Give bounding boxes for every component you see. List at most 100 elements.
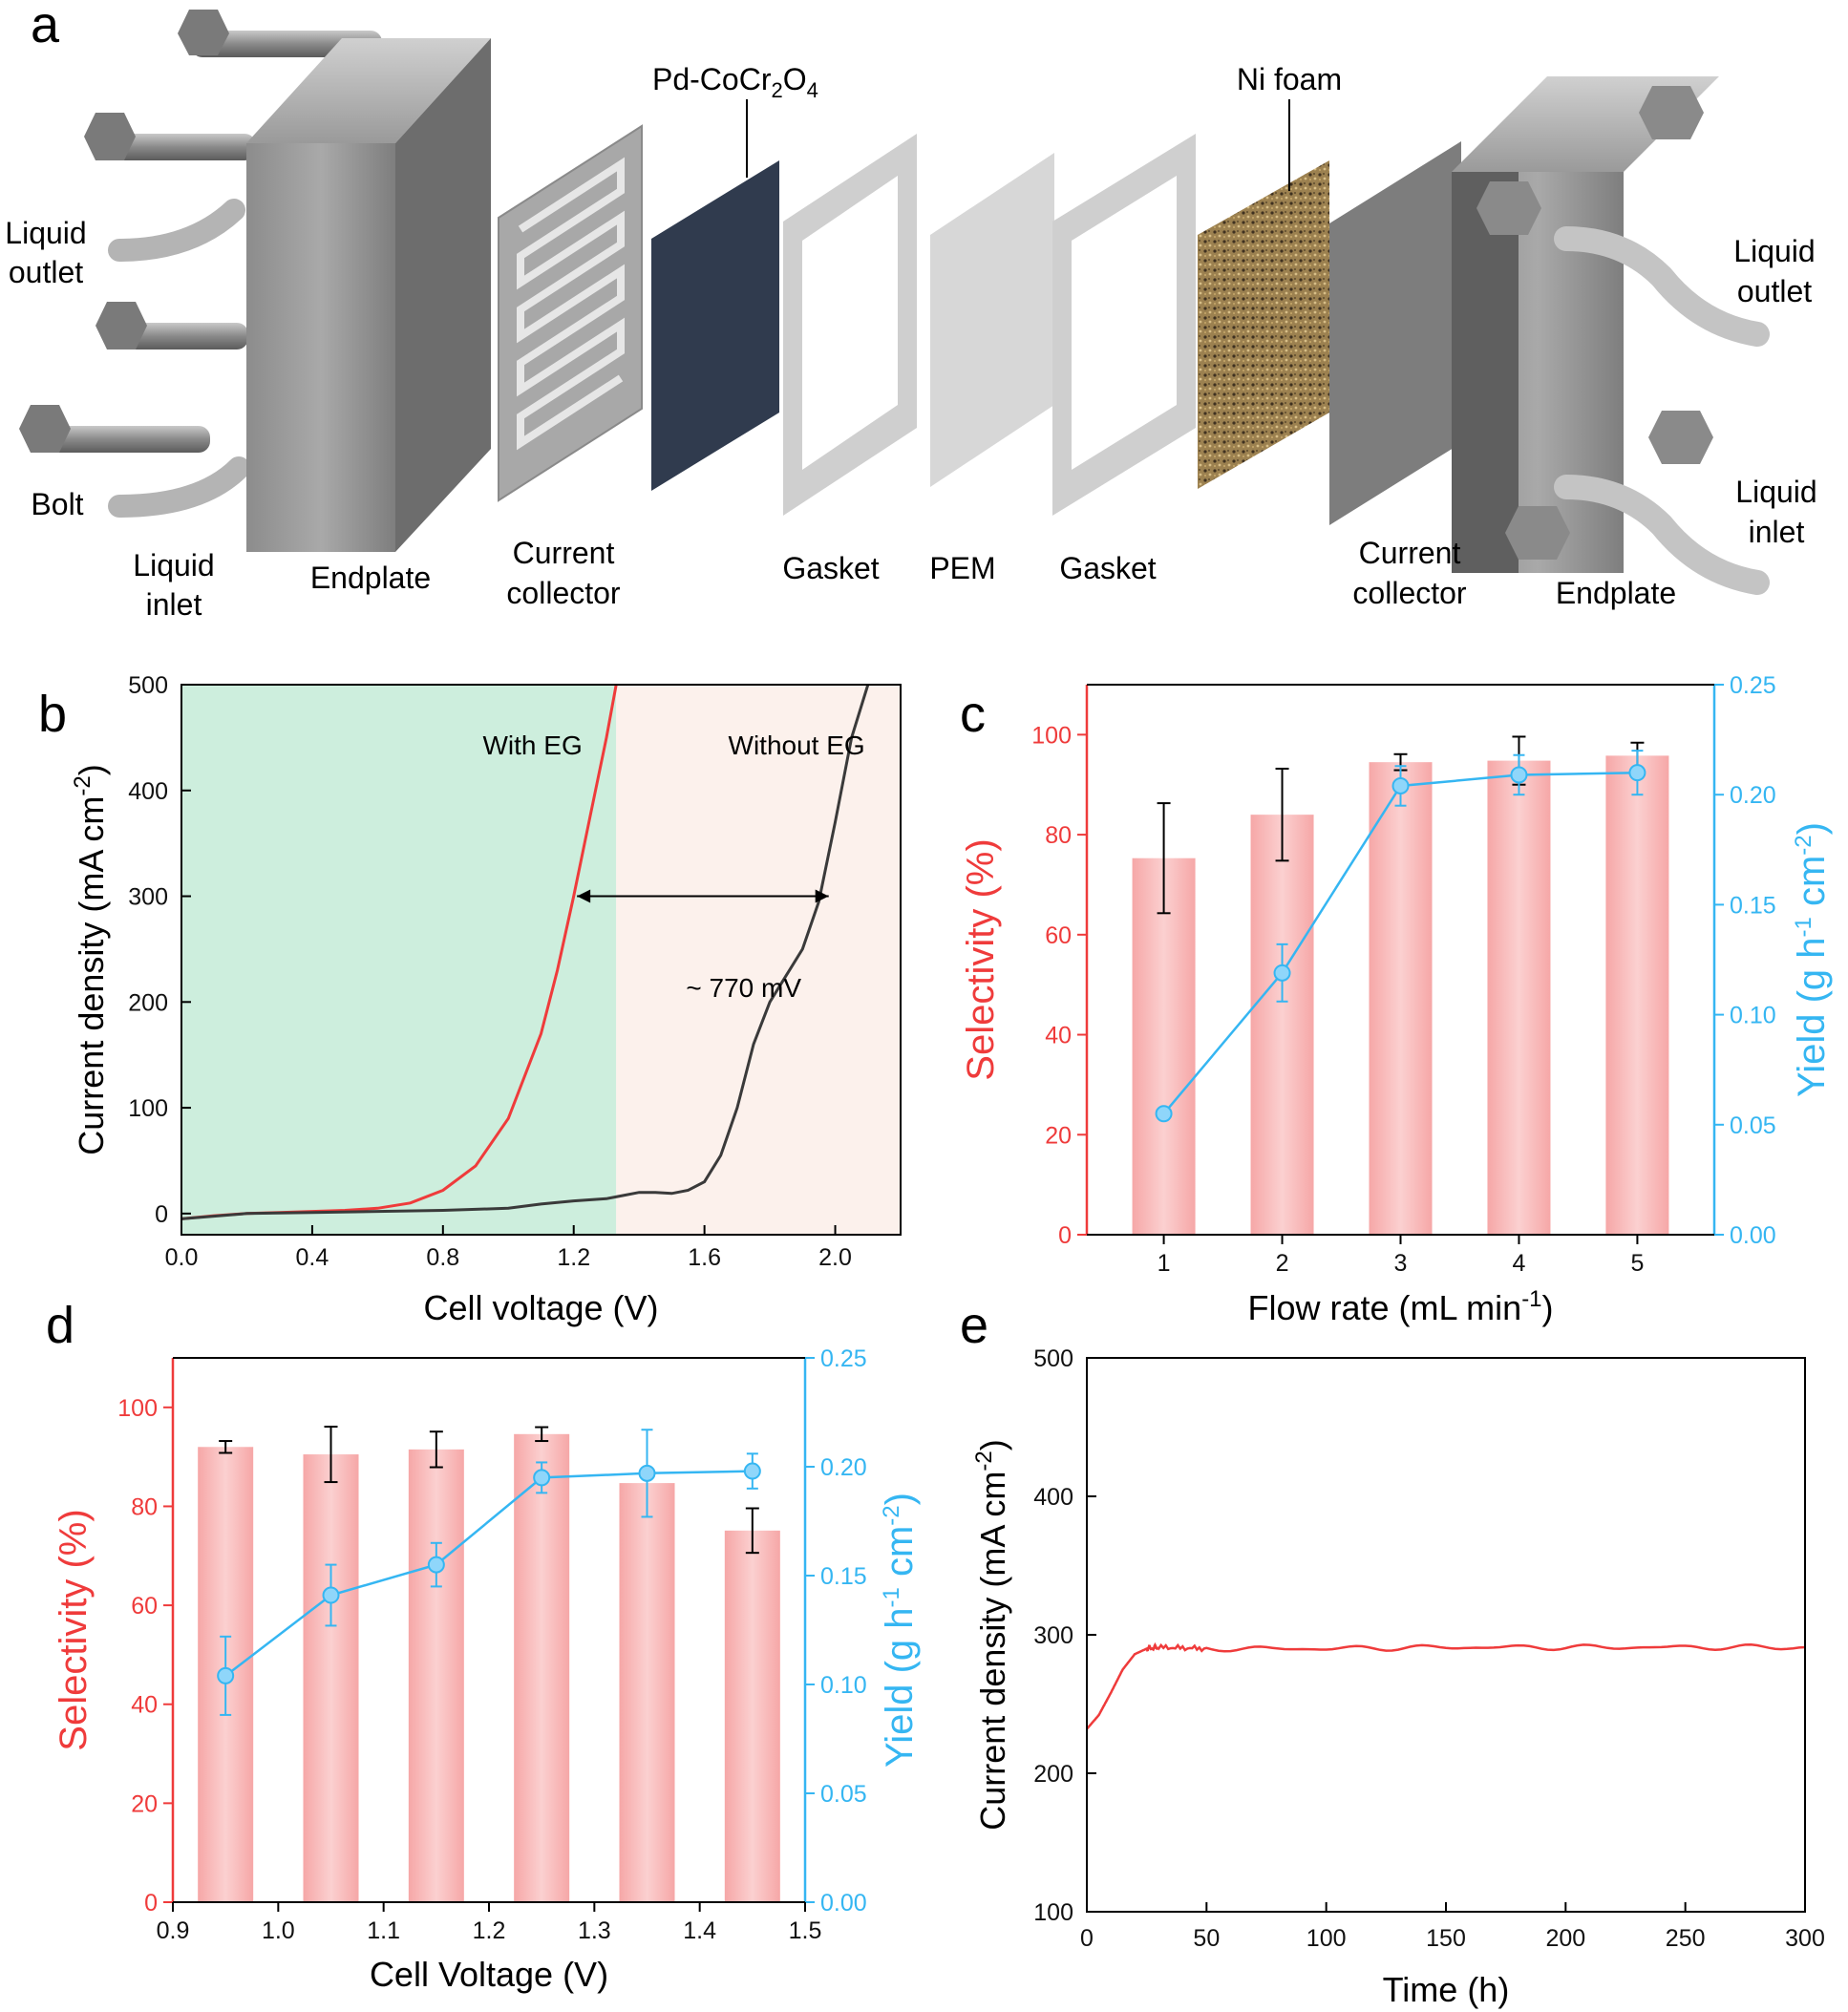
c-ytick-right-label: 0.25 (1730, 672, 1776, 699)
d-y-axis-label-selectivity: Selectivity (%) (53, 1509, 95, 1750)
d-bar-3 (514, 1433, 570, 1902)
panel-a-schematic: a (5, 0, 1816, 622)
c-yield-point-1 (1273, 964, 1291, 982)
c-ytick-left-label: 40 (1045, 1023, 1072, 1049)
b-xtick-label: 0.8 (426, 1244, 459, 1271)
b-arrow-head-right (815, 889, 829, 903)
c-ytick-right-label: 0.10 (1730, 1003, 1776, 1029)
e-xtick-label: 200 (1545, 1925, 1585, 1952)
e-ytick-label: 500 (1033, 1345, 1073, 1372)
d-ytick-left-label: 60 (131, 1593, 158, 1620)
c-y-axis-label-selectivity: Selectivity (%) (960, 838, 1002, 1080)
c-bar-1 (1250, 815, 1314, 1235)
e-axes: 0 50 100 150 200 250 300 100 200 300 400 500 (1033, 1345, 1825, 1952)
label-ni-foam: Ni foam (1237, 62, 1342, 96)
d-xtick-label: 1.3 (578, 1917, 611, 1944)
d-bar-5 (724, 1530, 780, 1902)
label-endplate-left: Endplate (310, 561, 431, 595)
e-frame (1086, 1357, 1806, 1913)
b-ytick-label: 0 (155, 1201, 168, 1228)
c-yield-point-4 (1628, 764, 1646, 782)
d-yield-point-1 (322, 1586, 340, 1604)
d-bars (198, 1426, 780, 1902)
label-liquid-outlet-left-1: Liquid (5, 216, 86, 250)
e-ytick-label: 400 (1033, 1484, 1073, 1511)
e-y-axis-label: Current density (mA cm-2) (971, 1439, 1012, 1830)
b-x-axis-label: Cell voltage (V) (423, 1288, 658, 1327)
c-ytick-right-label: 0.20 (1730, 782, 1776, 809)
pem-shape (930, 153, 1054, 487)
panel-b-chart: b 0.0 0.4 0.8 1.2 1.6 2.0 0 100 200 300 400 500 Wit… (38, 672, 902, 1327)
d-yield-point-2 (427, 1556, 445, 1574)
e-plot (1086, 1641, 1806, 1730)
d-ytick-left-label: 100 (117, 1395, 158, 1422)
right-current-collector-shape (1329, 141, 1461, 525)
label-bolt: Bolt (31, 487, 83, 521)
d-xtick-label: 1.1 (367, 1917, 400, 1944)
d-yield-point-0 (217, 1666, 235, 1684)
label-liquid-outlet-right-2: outlet (1737, 274, 1812, 308)
e-series-current-density (1086, 1641, 1806, 1730)
d-x-axis-label: Cell Voltage (V) (370, 1955, 608, 1994)
c-axes: 0 20 40 60 80 100 0.00 0.05 0.10 0.15 0.20 0.25 1 2 3 4… (1031, 672, 1775, 1277)
label-current-collector-right-1: Current (1359, 536, 1461, 570)
b-ytick-label: 100 (128, 1095, 168, 1122)
d-ytick-left-label: 0 (144, 1890, 158, 1917)
left-gasket-shape (783, 134, 917, 516)
c-xtick-label: 5 (1630, 1250, 1644, 1277)
label-catalyst: Pd-CoCr2O4 (652, 62, 818, 102)
label-gasket-left: Gasket (782, 551, 879, 585)
d-yield-point-3 (533, 1469, 551, 1487)
d-yield-point-5 (743, 1462, 761, 1480)
d-bar-2 (408, 1449, 464, 1902)
d-ytick-right-label: 0.25 (820, 1345, 867, 1372)
b-region-0 (181, 685, 617, 1235)
b-region-label-with-eg: With EG (482, 731, 582, 760)
b-axes: 0.0 0.4 0.8 1.2 1.6 2.0 0 100 200 300 400 500 (128, 672, 902, 1271)
c-ytick-right-label: 0.15 (1730, 892, 1776, 919)
b-y-axis-label: Current density (mA cm-2) (70, 764, 111, 1154)
c-xtick-label: 1 (1158, 1250, 1171, 1277)
c-ytick-left-label: 60 (1045, 922, 1072, 949)
b-plot (181, 685, 870, 1220)
b-xtick-label: 1.6 (688, 1244, 721, 1271)
panel-d-chart: d 0 20 40 60 80 100 0.00 0.05 0.10 0.15 0.20 0.25 0.… (46, 1297, 921, 1994)
c-bars (1132, 735, 1669, 1235)
e-ytick-label: 200 (1033, 1761, 1073, 1788)
e-xtick-label: 50 (1193, 1925, 1220, 1952)
label-endplate-right: Endplate (1556, 576, 1676, 610)
b-xtick-label: 2.0 (818, 1244, 852, 1271)
panel-label-a: a (31, 0, 60, 53)
b-xtick-label: 1.2 (557, 1244, 590, 1271)
b-region-label-without-eg: Without EG (729, 731, 865, 760)
b-xtick-label: 0.0 (165, 1244, 199, 1271)
label-liquid-inlet-left-2: inlet (146, 587, 202, 622)
bolt-shapes-left (19, 10, 382, 518)
label-gasket-right: Gasket (1059, 551, 1156, 585)
d-ytick-left-label: 80 (131, 1493, 158, 1520)
label-current-collector-right-2: collector (1352, 576, 1467, 610)
d-yield-line (217, 1429, 761, 1716)
b-annotation-770mv: ~ 770 mV (686, 973, 801, 1003)
panel-label-d: d (46, 1297, 74, 1354)
b-ytick-label: 500 (128, 672, 168, 699)
e-x-axis-label: Time (h) (1383, 1970, 1510, 2009)
d-ytick-left-label: 40 (131, 1692, 158, 1719)
c-ytick-left-label: 80 (1045, 822, 1072, 849)
d-ytick-right-label: 0.05 (820, 1781, 867, 1808)
c-x-axis-label: Flow rate (mL min-1) (1247, 1286, 1553, 1327)
c-yield-point-0 (1155, 1105, 1173, 1123)
left-endplate-shape (246, 38, 491, 552)
e-ytick-label: 300 (1033, 1622, 1073, 1649)
b-arrow-head-left (577, 889, 591, 903)
panel-e-chart: e 0 50 100 150 200 250 300 100 200 300 400 500 Time… (960, 1297, 1825, 2009)
d-yield-polyline (224, 1470, 753, 1677)
label-pem: PEM (929, 551, 995, 585)
c-yield-point-3 (1510, 766, 1528, 784)
c-xtick-label: 2 (1276, 1250, 1289, 1277)
d-bar-4 (619, 1483, 675, 1902)
left-current-collector-shape (498, 124, 643, 502)
right-gasket-shape (1052, 134, 1196, 516)
b-ytick-label: 200 (128, 989, 168, 1016)
